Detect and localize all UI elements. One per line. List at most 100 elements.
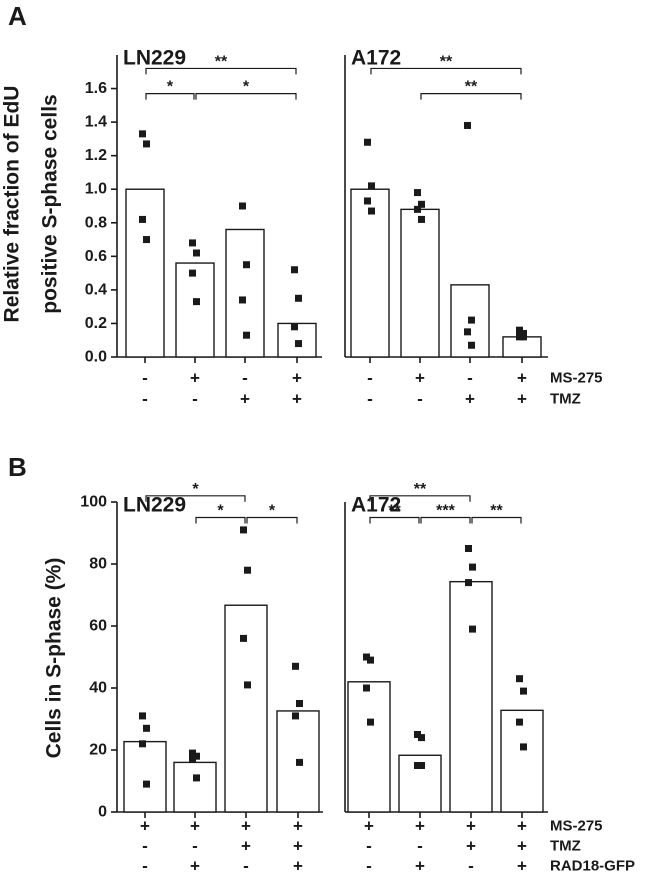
panel-a-ln229-data-point [243,261,250,269]
panel-a-y-tick-label: 0.2 [85,315,107,332]
panel-a-ln229-bar-1 [125,188,165,358]
panel-b-a172-treatment-symbol: + [364,817,374,836]
panel-a-a172-significance-label: ** [440,53,453,70]
panel-b-ln229-data-point [292,712,299,720]
panel-a-y-tick-label: 1.6 [85,80,107,97]
panel-b-ln229-bar-1 [123,740,167,813]
panel-a-a172-data-point [368,207,375,215]
panel-a-ln229-significance-bracket [145,92,195,100]
panel-a-a172-data-point [464,121,471,129]
panel-a-y-tick-label: 0.6 [85,248,107,265]
panel-b-ln229-data-point [143,724,150,732]
panel-b-ln229-treatment-symbol: - [243,857,249,872]
panel-b-a172-bar-3 [449,580,493,813]
panel-a-a172-data-point [516,326,523,334]
panel-a-ln229-significance-label: ** [215,53,228,70]
panel-b-y-tick-label: 60 [89,618,107,635]
panel-b-a172-treatment-symbol: + [517,817,527,836]
panel-b-a172-significance-label: ** [490,503,503,520]
panel-b-treatment-name: TMZ [550,838,581,855]
panel-a-ln229-treatment-symbol: + [292,369,302,388]
panel-b-ln229-title: LN229 [123,494,186,517]
panel-b-a172-significance-label: ** [388,503,401,520]
panel-b-y-tick-label: 20 [89,742,107,759]
panel-b-ln229-treatment-symbol: + [293,817,303,836]
panel-a-a172-treatment-symbol: + [465,390,475,409]
panel-a-a172-data-point [368,182,375,190]
panel-a-a172-data-point [464,328,471,336]
panel-b-a172-bar-1 [347,681,391,813]
panel-a-ln229-data-point [143,236,150,244]
panel-b-a172-significance-bracket [369,516,420,524]
panel-a-ln229-title: LN229 [123,47,186,70]
panel-b-a172-treatment-symbol: + [517,857,527,872]
panel-b-ln229-data-point [193,774,200,782]
panel-a-y-tick-label: 1.0 [85,181,107,198]
panel-a-ln229-significance-label: * [167,79,174,96]
panel-a-ln229-treatment-symbol: + [292,390,302,409]
panel-b-ln229-treatment-symbol: + [241,817,251,836]
panel-b-a172-significance-label: ** [414,481,427,498]
panel-a-ln229-data-point [143,140,150,148]
panel-a-y-tick-label: 1.2 [85,147,107,164]
panel-a-a172-data-point [414,189,421,197]
panel-b-a172-data-point [469,563,476,571]
panel-b-a172-data-point [363,653,370,661]
panel-a-ln229-treatment-symbol: - [142,369,148,388]
panel-a-treatment-name: MS-275 [550,370,603,387]
panel-b-a172-data-point [418,734,425,742]
panel-b-ln229-data-point [139,740,146,748]
panel-b-y-tick-label: 100 [80,494,107,511]
panel-a-ln229-data-point [189,239,196,247]
panel-a-ln229-treatment-symbol: + [240,390,250,409]
panel-b-a172-data-point [367,718,374,726]
panel-a-y-tick-label: 0.0 [85,349,107,366]
panel-b-y-axis-label: Cells in S-phase (%) [43,558,66,759]
panel-a-ln229-data-point [139,215,146,223]
panel-a-a172-data-point [418,200,425,208]
panel-a-ln229-treatment-symbol: + [190,369,200,388]
panel-b-a172-data-point [469,625,476,633]
panel-b-y-tick-label: 80 [89,556,107,573]
panel-b-a172-data-point [520,743,527,751]
panel-b-ln229-data-point [296,758,303,766]
panel-a-a172-data-point [364,197,371,205]
panel-b-ln229-data-point [240,526,247,534]
panel-a-a172-treatment-symbol: - [367,390,373,409]
panel-a-y-axis-label: Relative fraction of EdU [1,86,24,323]
panel-b-ln229-significance-label: * [269,503,276,520]
panel-a-a172-bar-1 [350,188,390,358]
panel-b-a172-significance-bracket [420,516,471,524]
panel-a-a172-data-point [516,333,523,341]
panel-a-a172-data-point [520,333,527,341]
panel-b-ln229-data-point [292,662,299,670]
panel-a-ln229-data-point [193,249,200,257]
panel-b-ln229-treatment-symbol: - [142,837,148,856]
panel-b-ln229-treatment-symbol: - [192,837,198,856]
panel-b-a172-bar-4 [500,709,544,813]
panel-b-a172-data-point [414,762,421,769]
panel-b-a172-significance-label: *** [436,503,455,520]
panel-a-a172-data-point [364,138,371,146]
panel-b-a172-significance-bracket [471,516,522,524]
panel-b-ln229-treatment-symbol: - [142,857,148,872]
panel-b-a172-data-point [363,684,370,692]
panel-b-a172-treatment-symbol: - [417,837,423,856]
panel-b-ln229-data-point [193,752,200,760]
panel-b-y-tick-label: 0 [98,804,107,821]
panel-a-ln229-data-point [239,202,246,210]
panel-b-a172-data-point [465,545,472,552]
chart-panels: Relative fraction of EdU positive S-phase… [1,47,636,872]
panel-a-ln229-significance-bracket [145,67,297,75]
panel-b-a172-data-point [418,762,425,769]
panel-b-a172-data-point [516,718,523,726]
panel-b-ln229-data-point [189,749,196,757]
panel-b-a172-treatment-symbol: + [517,837,527,856]
panel-b-a172-treatment-symbol: - [366,857,372,872]
panel-b-ln229-treatment-symbol: + [140,817,150,836]
panel-a-a172-bar-2 [400,208,440,358]
panel-b-ln229-significance-bracket [246,516,298,524]
panel-a-ln229-data-point [243,331,250,339]
panel-b-ln229-treatment-symbol: + [293,857,303,872]
panel-b-treatment-name: RAD18-GFP [550,858,635,872]
